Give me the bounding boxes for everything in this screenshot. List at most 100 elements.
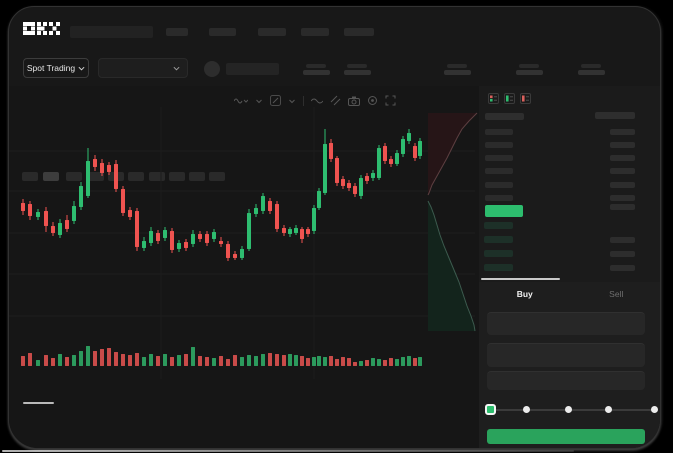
volume-bar xyxy=(100,349,104,366)
orderbook-asks-icon[interactable] xyxy=(520,93,531,104)
timeframe-button-placeholder[interactable] xyxy=(66,172,82,181)
nav-item-placeholder[interactable] xyxy=(166,28,188,36)
candlestick-chart[interactable] xyxy=(9,107,479,385)
volume-bar xyxy=(28,353,32,366)
app-window: Spot Trading xyxy=(8,6,661,449)
tab-buy[interactable]: Buy xyxy=(479,283,571,305)
camera-icon[interactable] xyxy=(348,96,360,106)
panel-divider[interactable] xyxy=(481,278,560,280)
volume-bar xyxy=(407,356,411,366)
ticker-stat-label-placeholder xyxy=(447,64,467,68)
amount-slider-track[interactable] xyxy=(490,409,655,411)
candle-body xyxy=(371,173,375,178)
timeframe-button-placeholder[interactable] xyxy=(189,172,205,181)
volume-bar xyxy=(86,346,90,366)
candle-body xyxy=(177,243,181,249)
candle-body xyxy=(170,231,174,250)
candle-body xyxy=(395,153,399,164)
orderbook-both-icon[interactable] xyxy=(488,93,499,104)
timeframe-button-placeholder[interactable] xyxy=(128,172,144,181)
candle-body xyxy=(359,178,363,196)
volume-bar xyxy=(371,358,375,366)
amount-slider-handle[interactable] xyxy=(485,404,496,415)
order-input-placeholder[interactable] xyxy=(487,312,645,335)
candle-body xyxy=(212,232,216,239)
nav-item-placeholder[interactable] xyxy=(209,28,236,36)
pair-dropdown[interactable] xyxy=(98,58,188,78)
candle-body xyxy=(93,159,97,167)
candle-body xyxy=(156,233,160,241)
candle-body xyxy=(300,229,304,239)
ask-price-placeholder[interactable] xyxy=(485,129,513,135)
wave-icon[interactable] xyxy=(311,96,323,106)
active-tab-indicator xyxy=(23,402,54,404)
compare-icon[interactable] xyxy=(330,95,341,106)
volume-bar xyxy=(247,355,251,366)
bid-price-placeholder[interactable] xyxy=(484,222,513,229)
candle-body xyxy=(233,254,237,258)
fullscreen-icon[interactable] xyxy=(385,95,396,106)
volume-bar xyxy=(233,355,237,366)
slider-step-dot[interactable] xyxy=(651,406,658,413)
top-navigation-bar xyxy=(9,7,660,51)
okx-logo-icon[interactable] xyxy=(23,22,61,35)
timeframe-button-placeholder[interactable] xyxy=(22,172,38,181)
volume-bar xyxy=(177,355,181,366)
ask-price-placeholder[interactable] xyxy=(485,195,513,201)
volume-bar xyxy=(44,355,48,366)
tab-sell-label: Sell xyxy=(609,289,624,299)
slider-step-dot[interactable] xyxy=(523,406,530,413)
bid-amount-placeholder xyxy=(610,265,635,271)
brush-icon[interactable] xyxy=(270,95,281,106)
market-type-dropdown[interactable]: Spot Trading xyxy=(23,58,89,78)
candle-body xyxy=(135,211,139,247)
volume-bar xyxy=(335,359,339,366)
last-price-highlight[interactable] xyxy=(485,205,523,217)
timeframe-button-placeholder[interactable] xyxy=(209,172,225,181)
nav-item-placeholder[interactable] xyxy=(301,28,329,36)
ticker-stat-label-placeholder xyxy=(306,64,326,68)
ask-price-placeholder[interactable] xyxy=(485,155,513,161)
timeframe-button-placeholder[interactable] xyxy=(43,172,59,181)
volume-bar xyxy=(359,361,363,366)
volume-bar xyxy=(149,354,153,366)
volume-bar xyxy=(401,357,405,366)
ask-price-placeholder[interactable] xyxy=(485,142,513,148)
volume-bar xyxy=(226,359,230,366)
ticker-stat-label-placeholder xyxy=(347,64,367,68)
bid-price-placeholder[interactable] xyxy=(484,250,513,257)
ticker-stat-label-placeholder xyxy=(519,64,539,68)
nav-item-placeholder[interactable] xyxy=(258,28,286,36)
bid-price-placeholder[interactable] xyxy=(484,264,513,271)
wave-chevron-icon[interactable] xyxy=(234,96,248,106)
nav-item-placeholder[interactable] xyxy=(344,28,374,36)
tab-sell[interactable]: Sell xyxy=(571,283,661,305)
orderbook-bids-icon[interactable] xyxy=(504,93,515,104)
volume-bar xyxy=(365,360,369,366)
order-input-placeholder[interactable] xyxy=(487,371,645,390)
gear-icon[interactable] xyxy=(367,95,378,106)
candle-body xyxy=(163,230,167,238)
slider-step-dot[interactable] xyxy=(605,406,612,413)
bid-price-placeholder[interactable] xyxy=(484,236,513,243)
volume-bar xyxy=(191,347,195,366)
ask-price-placeholder[interactable] xyxy=(485,182,513,188)
ask-price-placeholder[interactable] xyxy=(485,168,513,174)
candle-body xyxy=(377,148,381,178)
chevron-down-icon[interactable] xyxy=(255,97,263,105)
orderbook-header-right-placeholder xyxy=(595,112,635,119)
timeframe-button-placeholder[interactable] xyxy=(169,172,185,181)
volume-bar xyxy=(347,358,351,366)
ticker-stat-value-placeholder xyxy=(444,70,471,75)
order-input-placeholder[interactable] xyxy=(487,343,645,367)
slider-step-dot[interactable] xyxy=(565,406,572,413)
candle-body xyxy=(288,229,292,234)
timeframe-button-placeholder[interactable] xyxy=(88,172,104,181)
buy-submit-button[interactable] xyxy=(487,429,645,444)
chevron-down-icon[interactable] xyxy=(288,97,296,105)
ask-amount-placeholder xyxy=(610,129,635,135)
orderbook-view-toggles xyxy=(488,93,531,104)
timeframe-button-placeholder[interactable] xyxy=(149,172,165,181)
trade-tabs: Buy Sell xyxy=(479,283,661,305)
